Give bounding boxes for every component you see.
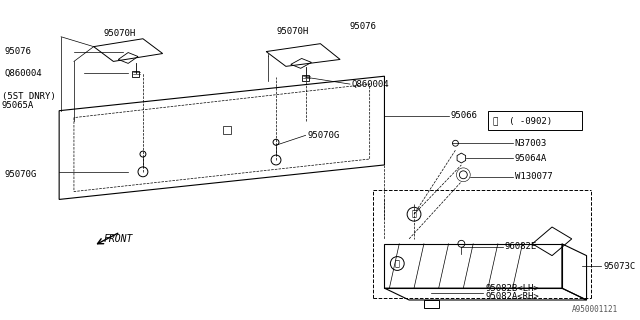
Text: N37003: N37003 xyxy=(515,139,547,148)
Text: 96082E: 96082E xyxy=(505,242,537,251)
Text: 95070H: 95070H xyxy=(104,29,136,38)
Text: A950001121: A950001121 xyxy=(572,305,618,314)
Text: 95070H: 95070H xyxy=(276,27,308,36)
Text: ①: ① xyxy=(395,259,400,268)
Bar xyxy=(488,111,582,131)
Text: 95073C: 95073C xyxy=(604,262,636,271)
Bar xyxy=(301,75,308,81)
Text: (5ST DNRY): (5ST DNRY) xyxy=(2,92,56,101)
Text: 95082B<LH>: 95082B<LH> xyxy=(485,284,539,293)
Text: 95076: 95076 xyxy=(350,22,377,31)
Text: 95065A: 95065A xyxy=(2,101,34,110)
Text: 95064A: 95064A xyxy=(515,154,547,163)
Text: 95076: 95076 xyxy=(5,47,32,56)
Text: FRONT: FRONT xyxy=(104,234,133,244)
Text: Q860004: Q860004 xyxy=(5,69,42,78)
Bar xyxy=(132,71,139,77)
Text: 95082A<RH>: 95082A<RH> xyxy=(485,292,539,300)
Text: 95070G: 95070G xyxy=(308,131,340,140)
Text: Q860004: Q860004 xyxy=(352,80,390,89)
Text: W130077: W130077 xyxy=(515,172,552,181)
Text: ①: ① xyxy=(412,210,417,219)
Text: 95070G: 95070G xyxy=(5,170,37,179)
Text: 95066: 95066 xyxy=(451,111,477,120)
Bar xyxy=(223,126,230,134)
Text: ①  ( -0902): ① ( -0902) xyxy=(493,116,552,125)
